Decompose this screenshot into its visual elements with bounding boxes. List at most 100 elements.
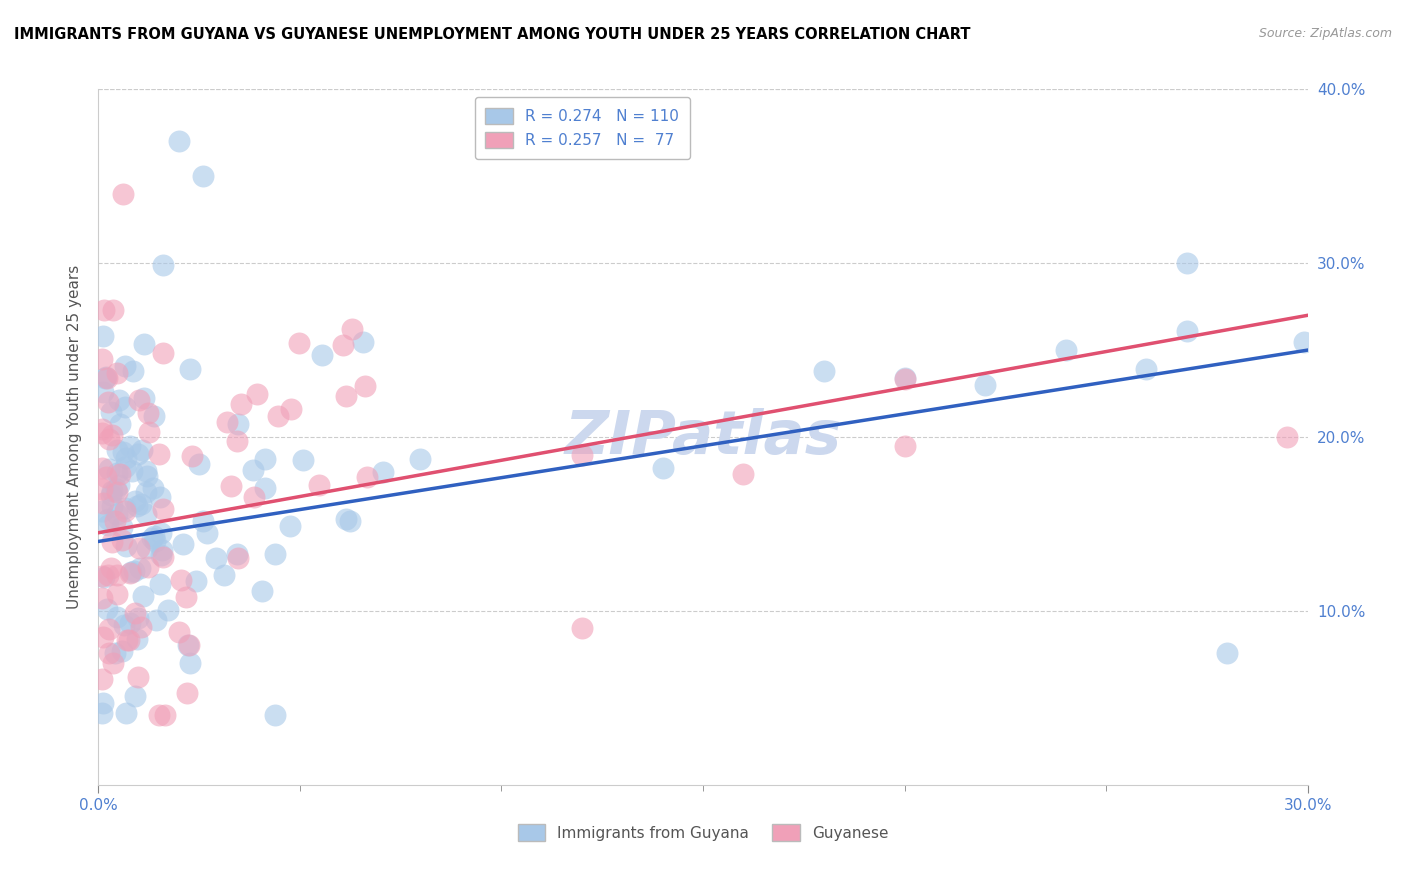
Point bbox=[409, 452, 432, 467]
Point bbox=[91, 351, 114, 366]
Point bbox=[176, 686, 198, 700]
Point bbox=[91, 329, 114, 343]
Point bbox=[100, 561, 122, 575]
Point bbox=[115, 706, 138, 721]
Point bbox=[91, 696, 114, 710]
Point bbox=[974, 378, 997, 392]
Point bbox=[215, 416, 238, 430]
Point bbox=[150, 543, 173, 558]
Point bbox=[169, 625, 191, 640]
Point bbox=[93, 370, 115, 384]
Point bbox=[104, 646, 127, 660]
Point bbox=[179, 656, 201, 670]
Point bbox=[193, 169, 215, 184]
Point bbox=[180, 449, 202, 463]
Point bbox=[125, 499, 148, 513]
Point bbox=[114, 359, 136, 373]
Point bbox=[93, 303, 115, 318]
Point bbox=[91, 569, 114, 583]
Point bbox=[571, 621, 593, 635]
Point bbox=[157, 603, 180, 617]
Point bbox=[142, 528, 165, 542]
Text: Source: ZipAtlas.com: Source: ZipAtlas.com bbox=[1258, 27, 1392, 40]
Point bbox=[105, 568, 128, 582]
Point bbox=[101, 499, 124, 513]
Point bbox=[105, 484, 128, 499]
Point bbox=[138, 560, 160, 574]
Point bbox=[107, 392, 129, 407]
Point bbox=[184, 574, 207, 588]
Point bbox=[191, 514, 214, 528]
Point bbox=[105, 442, 128, 457]
Point bbox=[172, 537, 194, 551]
Point bbox=[278, 518, 301, 533]
Point bbox=[105, 587, 128, 601]
Point bbox=[1175, 256, 1198, 270]
Point bbox=[1054, 343, 1077, 358]
Point bbox=[107, 477, 129, 491]
Point bbox=[135, 485, 157, 500]
Point bbox=[108, 467, 131, 481]
Y-axis label: Unemployment Among Youth under 25 years: Unemployment Among Youth under 25 years bbox=[67, 265, 83, 609]
Point bbox=[131, 442, 153, 457]
Point bbox=[221, 479, 243, 493]
Point bbox=[114, 459, 136, 474]
Point bbox=[100, 405, 122, 419]
Point bbox=[352, 335, 374, 350]
Point bbox=[115, 632, 138, 647]
Point bbox=[112, 186, 135, 201]
Point bbox=[280, 402, 302, 417]
Point bbox=[128, 561, 150, 575]
Point bbox=[148, 447, 170, 461]
Point bbox=[188, 458, 211, 472]
Point bbox=[152, 346, 174, 360]
Point bbox=[267, 409, 290, 424]
Point bbox=[97, 517, 120, 532]
Point bbox=[143, 409, 166, 424]
Point bbox=[91, 672, 114, 686]
Point bbox=[651, 461, 673, 475]
Point bbox=[195, 525, 218, 540]
Point bbox=[91, 421, 114, 435]
Point bbox=[1135, 361, 1157, 376]
Point bbox=[105, 466, 128, 480]
Point bbox=[813, 364, 835, 378]
Point bbox=[246, 387, 269, 401]
Point bbox=[101, 302, 124, 317]
Point bbox=[149, 525, 172, 540]
Point bbox=[111, 445, 134, 459]
Point bbox=[264, 547, 287, 561]
Point bbox=[112, 618, 135, 632]
Point bbox=[124, 494, 146, 508]
Point bbox=[136, 468, 159, 483]
Point bbox=[105, 507, 128, 521]
Point bbox=[91, 496, 114, 510]
Point bbox=[339, 515, 361, 529]
Point bbox=[118, 566, 141, 580]
Point bbox=[118, 633, 141, 648]
Point bbox=[311, 348, 333, 362]
Point bbox=[893, 372, 915, 386]
Point bbox=[332, 338, 354, 352]
Point bbox=[127, 632, 149, 646]
Point bbox=[264, 708, 287, 723]
Point bbox=[250, 584, 273, 599]
Point bbox=[135, 541, 157, 556]
Point bbox=[132, 589, 155, 603]
Point bbox=[98, 432, 121, 446]
Point bbox=[91, 384, 114, 399]
Point bbox=[342, 321, 364, 335]
Point bbox=[132, 391, 155, 405]
Point bbox=[114, 504, 136, 518]
Point bbox=[138, 425, 160, 440]
Point bbox=[111, 520, 134, 534]
Point bbox=[128, 541, 150, 556]
Point bbox=[91, 706, 114, 720]
Point bbox=[733, 467, 755, 481]
Point bbox=[176, 591, 198, 605]
Point bbox=[148, 708, 170, 723]
Point bbox=[100, 534, 122, 549]
Point bbox=[134, 337, 156, 351]
Point bbox=[104, 514, 127, 528]
Point bbox=[243, 490, 266, 504]
